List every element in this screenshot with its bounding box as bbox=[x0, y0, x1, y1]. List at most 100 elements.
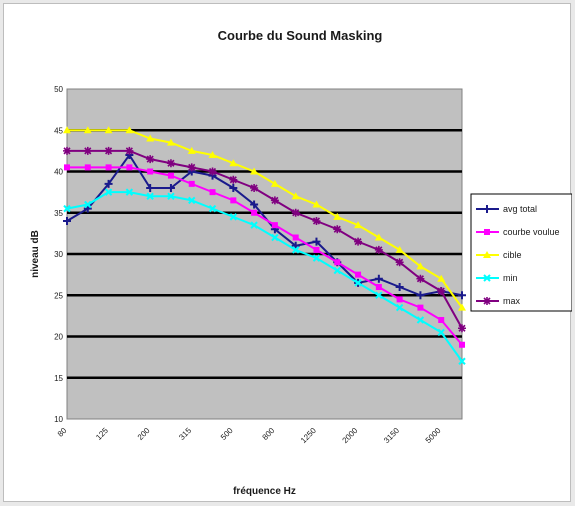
y-tick-label: 10 bbox=[54, 415, 63, 424]
data-point bbox=[437, 287, 446, 296]
data-point bbox=[229, 213, 238, 221]
sound-masking-chart: Courbe du Sound Masking 10 15 20 25 30 35 40 45… bbox=[30, 28, 572, 497]
data-point bbox=[437, 274, 446, 282]
legend: avg total courbe voulue cible min max bbox=[470, 193, 572, 312]
data-point bbox=[437, 328, 445, 337]
data-point bbox=[208, 167, 217, 176]
data-point bbox=[250, 221, 258, 229]
data-point bbox=[209, 189, 216, 196]
data-point bbox=[333, 212, 342, 220]
data-point bbox=[291, 246, 300, 254]
data-point bbox=[333, 225, 342, 234]
data-point bbox=[459, 341, 465, 348]
series-max bbox=[63, 146, 466, 333]
series-line bbox=[66, 153, 463, 297]
data-point bbox=[354, 279, 362, 287]
legend-label: max bbox=[503, 296, 521, 306]
legend-item: max bbox=[476, 296, 521, 306]
data-point bbox=[84, 200, 92, 209]
x-tick-label: 2000 bbox=[341, 426, 360, 445]
data-point bbox=[312, 217, 321, 225]
y-tick-label: 20 bbox=[54, 333, 63, 342]
x-tick-label: 200 bbox=[136, 426, 152, 442]
data-point bbox=[125, 126, 134, 134]
data-point bbox=[187, 146, 196, 154]
data-point bbox=[291, 192, 300, 200]
data-point bbox=[83, 204, 92, 213]
legend-item: cible bbox=[476, 250, 522, 260]
x-axis-label: fréquence Hz bbox=[233, 486, 296, 497]
data-point bbox=[312, 200, 321, 208]
x-tick-label: 80 bbox=[56, 426, 69, 439]
data-point bbox=[250, 200, 259, 209]
data-point bbox=[63, 217, 71, 225]
data-point bbox=[146, 155, 155, 164]
data-point bbox=[147, 168, 154, 175]
data-point bbox=[458, 357, 466, 365]
data-point bbox=[396, 296, 403, 303]
data-point bbox=[374, 245, 383, 254]
data-point bbox=[250, 184, 259, 192]
data-point bbox=[229, 184, 238, 192]
data-point bbox=[125, 146, 134, 155]
data-point bbox=[416, 262, 425, 270]
data-point bbox=[374, 233, 383, 241]
data-point bbox=[292, 234, 299, 241]
data-point bbox=[187, 163, 196, 172]
data-point bbox=[271, 233, 279, 242]
x-tick-label: 1250 bbox=[299, 426, 318, 445]
data-point bbox=[270, 196, 279, 205]
data-point bbox=[63, 126, 71, 134]
data-point bbox=[229, 175, 238, 184]
data-point bbox=[167, 172, 174, 179]
data-point bbox=[84, 164, 91, 171]
chart-frame: Courbe du Sound Masking 10 15 20 25 30 35 40 45… bbox=[3, 3, 572, 502]
data-point bbox=[395, 245, 404, 253]
legend-item: min bbox=[476, 273, 518, 283]
data-point bbox=[166, 184, 175, 192]
x-tick-label: 5000 bbox=[424, 426, 443, 445]
y-tick-label: 40 bbox=[54, 168, 63, 177]
data-point bbox=[312, 237, 321, 246]
legend-item: courbe voulue bbox=[476, 227, 560, 237]
legend-label: avg total bbox=[503, 204, 537, 214]
data-point bbox=[416, 291, 425, 300]
series-line bbox=[67, 129, 463, 309]
data-point bbox=[483, 274, 491, 282]
x-tick-label: 125 bbox=[94, 426, 110, 442]
series-line bbox=[67, 149, 463, 329]
data-point bbox=[458, 303, 466, 311]
data-point bbox=[188, 180, 195, 187]
data-point bbox=[416, 316, 425, 324]
y-axis-label: niveau dB bbox=[30, 230, 41, 278]
data-point bbox=[270, 179, 279, 187]
y-tick-label: 15 bbox=[54, 374, 63, 383]
data-point bbox=[208, 151, 217, 158]
data-point bbox=[313, 246, 320, 253]
data-point bbox=[105, 164, 112, 171]
data-point bbox=[438, 317, 445, 323]
data-point bbox=[354, 237, 363, 246]
data-point bbox=[333, 266, 341, 275]
data-point bbox=[416, 274, 425, 283]
data-point bbox=[83, 126, 92, 134]
x-tick-label: 3150 bbox=[382, 426, 401, 445]
legend-label: courbe voulue bbox=[503, 227, 560, 237]
data-point bbox=[417, 304, 424, 311]
y-tick-label: 30 bbox=[54, 250, 63, 259]
data-point bbox=[250, 167, 259, 175]
chart-title: Courbe du Sound Masking bbox=[218, 28, 383, 43]
data-point bbox=[483, 205, 491, 213]
data-point bbox=[64, 164, 70, 171]
data-point bbox=[375, 284, 382, 290]
data-point bbox=[312, 254, 321, 262]
data-point bbox=[395, 283, 404, 291]
data-point bbox=[334, 259, 341, 266]
y-tick-label: 25 bbox=[54, 291, 63, 300]
data-point bbox=[63, 146, 71, 155]
data-point bbox=[126, 164, 133, 171]
data-point bbox=[104, 179, 113, 188]
data-point bbox=[104, 146, 113, 155]
data-point bbox=[251, 209, 258, 216]
data-point bbox=[458, 324, 466, 333]
